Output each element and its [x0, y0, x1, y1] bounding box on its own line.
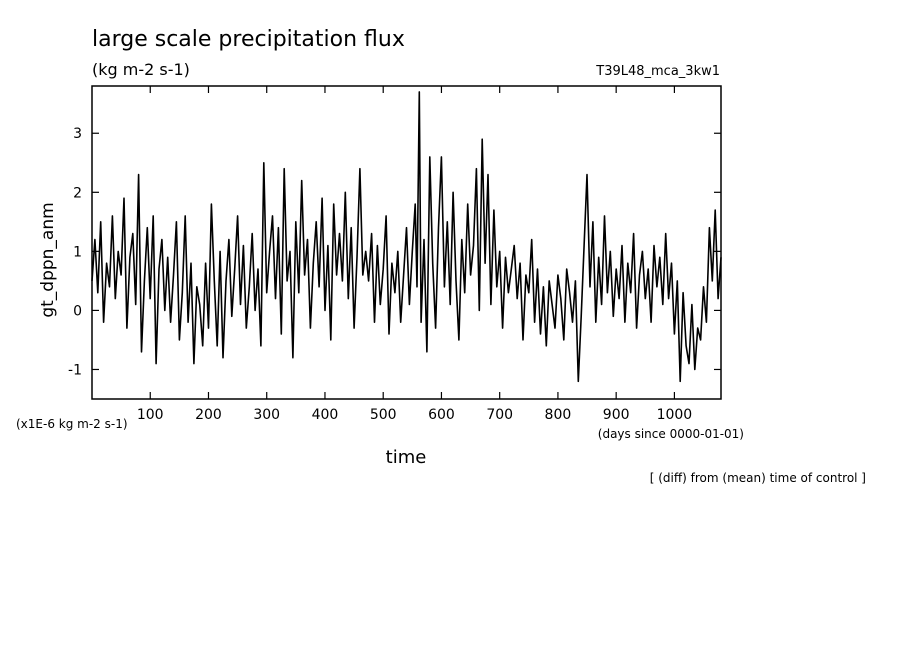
- run-label: T39L48_mca_3kw1: [595, 64, 720, 79]
- x-unit-label: (days since 0000-01-01): [598, 427, 744, 441]
- x-tick-label: 900: [603, 407, 630, 423]
- footnote: [ (diff) from (mean) time of control ]: [650, 471, 866, 485]
- series-line: [91, 91, 722, 383]
- x-tick-label: 400: [312, 407, 339, 423]
- y-tick-label: 3: [73, 126, 82, 142]
- x-tick-label: 1000: [657, 407, 693, 423]
- y-tick-label: 0: [73, 303, 82, 319]
- y-axis: -1 0 1 2 3: [68, 126, 721, 378]
- y-unit-label: (x1E-6 kg m-2 s-1): [16, 417, 128, 431]
- x-axis: 100 200 300 400 500 600 700 800 900 1000: [137, 86, 692, 423]
- chart-title: large scale precipitation flux: [92, 27, 405, 52]
- x-axis-label: time: [386, 447, 427, 468]
- plot-frame: [91, 85, 722, 400]
- y-tick-label: 2: [73, 185, 82, 201]
- y-axis-label: gt_dppn_anm: [38, 202, 58, 317]
- x-tick-label: 200: [195, 407, 222, 423]
- x-tick-label: 300: [253, 407, 280, 423]
- x-tick-label: 700: [486, 407, 513, 423]
- x-tick-label: 600: [428, 407, 455, 423]
- y-tick-label: -1: [68, 362, 82, 378]
- x-tick-label: 800: [545, 407, 572, 423]
- x-tick-label: 500: [370, 407, 397, 423]
- y-tick-label: 1: [73, 244, 82, 260]
- plot-area: -1 0 1 2 3 100 200 300 400 500 600 700 800 900 1000: [68, 85, 722, 423]
- chart-subtitle: (kg m-2 s-1): [92, 60, 190, 79]
- x-tick-label: 100: [137, 407, 164, 423]
